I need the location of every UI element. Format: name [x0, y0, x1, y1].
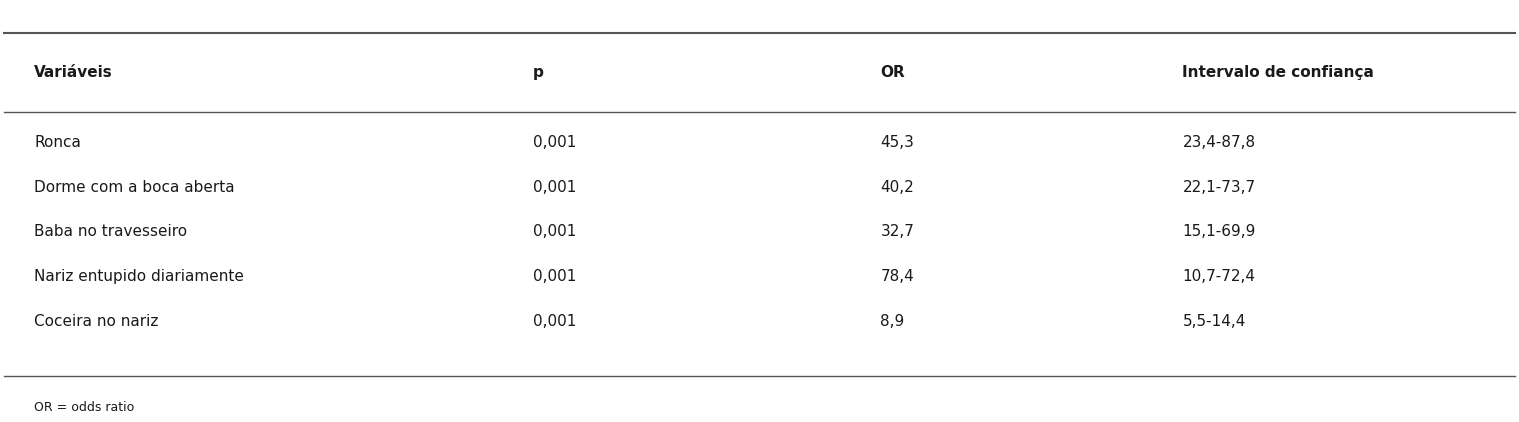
Text: Nariz entupido diariamente: Nariz entupido diariamente [35, 269, 245, 284]
Text: 8,9: 8,9 [881, 314, 905, 329]
Text: Dorme com a boca aberta: Dorme com a boca aberta [35, 179, 235, 195]
Text: Intervalo de confiança: Intervalo de confiança [1182, 65, 1375, 80]
Text: 15,1-69,9: 15,1-69,9 [1182, 224, 1256, 239]
Text: 0,001: 0,001 [533, 269, 576, 284]
Text: 0,001: 0,001 [533, 224, 576, 239]
Text: 0,001: 0,001 [533, 314, 576, 329]
Text: 32,7: 32,7 [881, 224, 914, 239]
Text: 0,001: 0,001 [533, 179, 576, 195]
Text: Coceira no nariz: Coceira no nariz [35, 314, 159, 329]
Text: Ronca: Ronca [35, 135, 81, 150]
Text: 40,2: 40,2 [881, 179, 914, 195]
Text: 78,4: 78,4 [881, 269, 914, 284]
Text: Variáveis: Variáveis [35, 65, 112, 80]
Text: Baba no travesseiro: Baba no travesseiro [35, 224, 187, 239]
Text: 22,1-73,7: 22,1-73,7 [1182, 179, 1256, 195]
Text: p: p [533, 65, 544, 80]
Text: 45,3: 45,3 [881, 135, 914, 150]
Text: 23,4-87,8: 23,4-87,8 [1182, 135, 1256, 150]
Text: 10,7-72,4: 10,7-72,4 [1182, 269, 1256, 284]
Text: 0,001: 0,001 [533, 135, 576, 150]
Text: 5,5-14,4: 5,5-14,4 [1182, 314, 1246, 329]
Text: OR: OR [881, 65, 905, 80]
Text: OR = odds ratio: OR = odds ratio [35, 401, 135, 414]
